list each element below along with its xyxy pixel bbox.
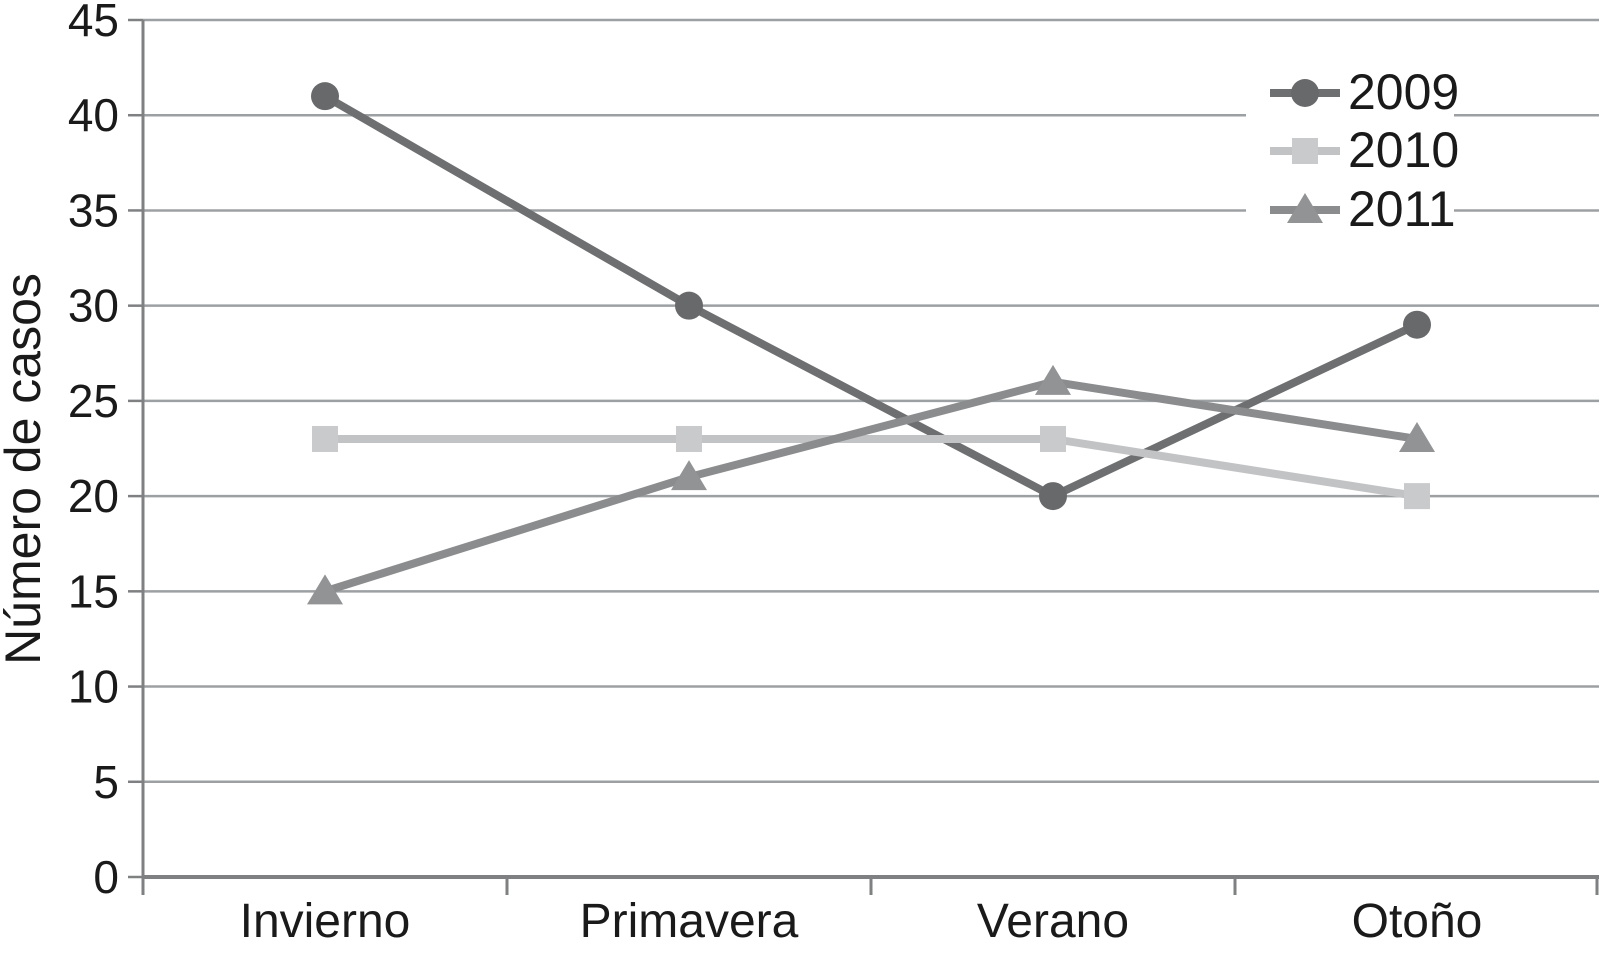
y-tick-label: 10: [68, 661, 119, 713]
x-axis-labels: Invierno Primavera Verano Otoño: [240, 895, 1483, 948]
x-axis-label-Verano: Verano: [977, 895, 1129, 948]
y-tick-label: 40: [68, 89, 119, 141]
series-line-2010: [325, 434, 1418, 501]
legend-marker-2011: [1287, 193, 1323, 223]
axes: [128, 18, 1599, 895]
legend-label-2009: 2009: [1348, 64, 1459, 120]
data-point-2009-Invierno: [311, 82, 339, 111]
y-tick-label: 45: [68, 0, 119, 46]
y-axis-title: Número de casos: [0, 273, 51, 665]
data-point-2011-Otoño: [1399, 421, 1435, 452]
data-point-2011-Invierno: [307, 574, 343, 605]
y-tick-label: 15: [68, 565, 119, 617]
y-tick-label: 0: [93, 851, 119, 903]
legend-marker-2009: [1291, 79, 1319, 107]
legend-label-2010: 2010: [1348, 122, 1459, 178]
data-point-2010-Primavera: [676, 425, 702, 452]
data-point-2010-Invierno: [312, 425, 338, 452]
y-tick-label: 30: [68, 280, 119, 332]
x-axis-label-Invierno: Invierno: [240, 895, 411, 948]
data-point-2010-Otoño: [1404, 483, 1430, 510]
y-tick-label: 25: [68, 375, 119, 427]
y-tick-label: 5: [93, 756, 119, 808]
y-tick-labels: 0 5 10 15 20 25 30 35 40 45: [68, 0, 119, 903]
legend-label-2011: 2011: [1348, 181, 1456, 237]
data-point-2010-Verano: [1040, 425, 1066, 452]
data-series: [307, 82, 1435, 605]
data-point-2011-Primavera: [671, 460, 707, 491]
y-tick-label: 35: [68, 184, 119, 236]
data-point-2011-Verano: [1035, 364, 1071, 395]
data-point-2009-Primavera: [675, 291, 703, 320]
x-axis-label-Otoño: Otoño: [1352, 895, 1483, 948]
data-point-2009-Verano: [1039, 482, 1067, 511]
series-line-2011: [323, 377, 1418, 596]
y-tick-label: 20: [68, 470, 119, 522]
data-point-2009-Otoño: [1403, 310, 1431, 339]
x-axis-label-Primavera: Primavera: [580, 895, 799, 948]
legend-marker-2010: [1292, 138, 1318, 164]
